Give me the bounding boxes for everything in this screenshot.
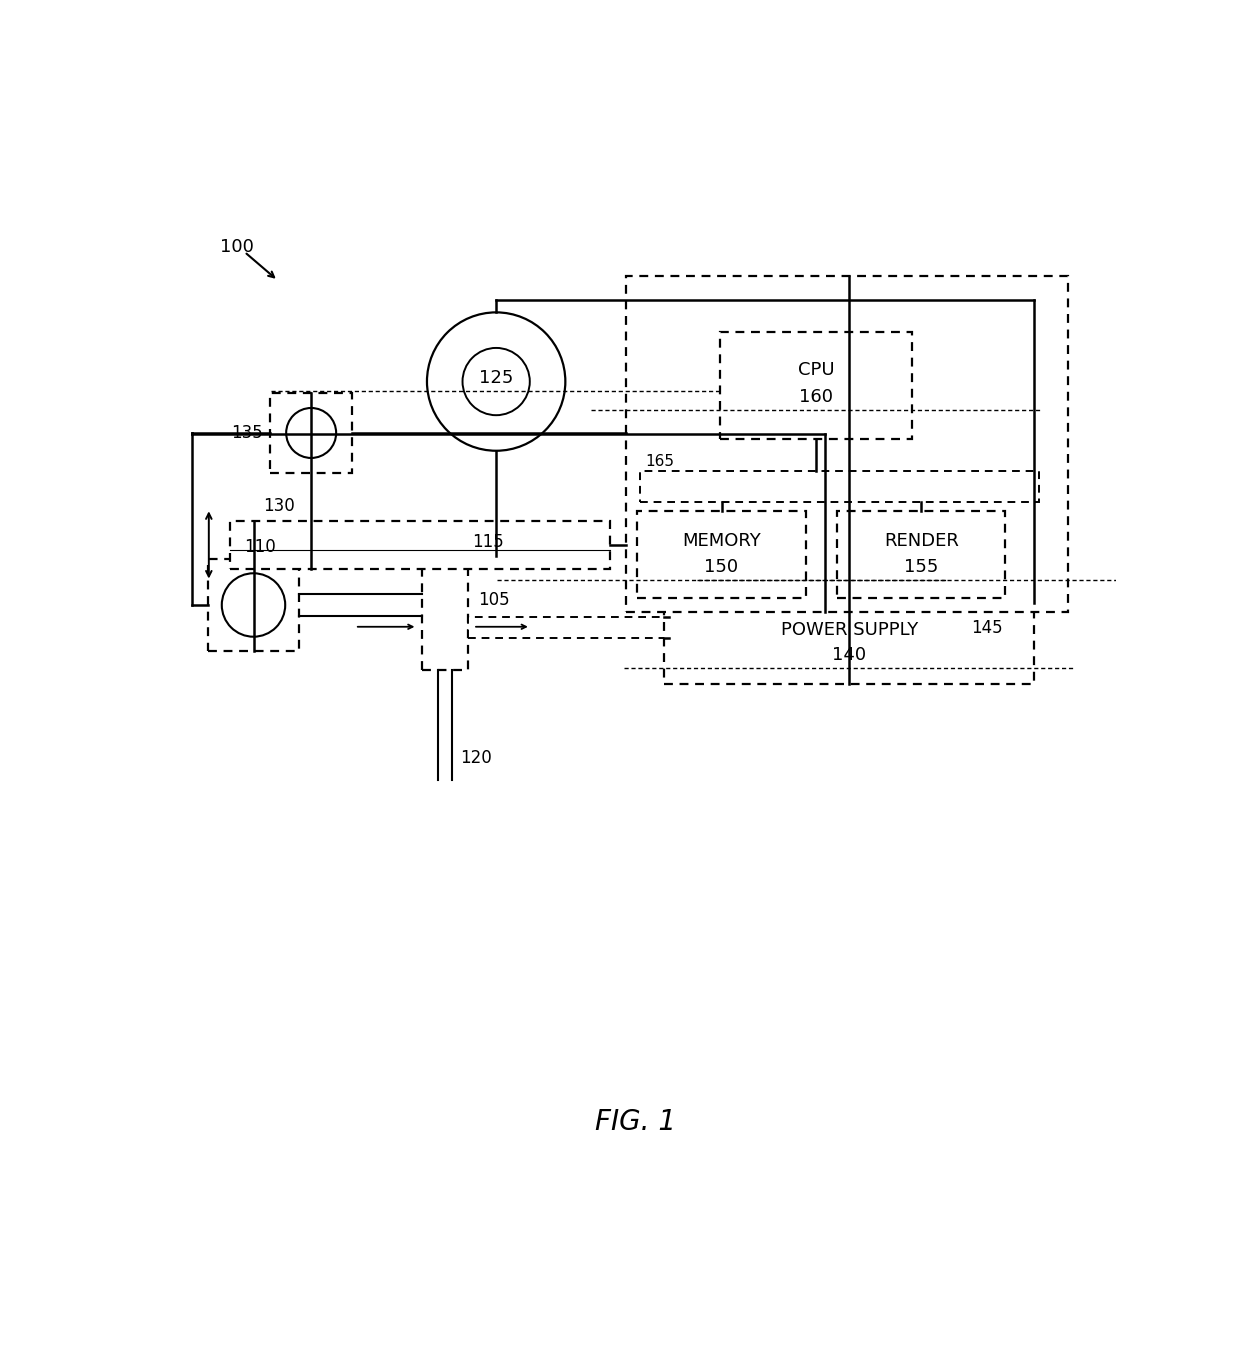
Text: 135: 135 — [231, 424, 263, 442]
Text: 120: 120 — [460, 749, 492, 767]
Text: 130: 130 — [264, 497, 295, 515]
Text: 145: 145 — [971, 619, 1002, 637]
Text: 150: 150 — [704, 558, 739, 576]
Text: 105: 105 — [477, 592, 510, 610]
Text: 100: 100 — [219, 238, 254, 256]
Text: FIG. 1: FIG. 1 — [595, 1107, 676, 1135]
Text: 165: 165 — [645, 454, 675, 469]
Text: 155: 155 — [904, 558, 939, 576]
Text: 125: 125 — [479, 369, 513, 386]
Bar — [665, 603, 1034, 684]
Bar — [229, 520, 610, 569]
Bar — [208, 560, 299, 650]
Text: 160: 160 — [799, 388, 833, 406]
Bar — [626, 276, 1068, 612]
Bar — [469, 617, 670, 638]
Text: 110: 110 — [244, 538, 275, 556]
Text: MEMORY: MEMORY — [682, 533, 761, 550]
Bar — [640, 472, 1039, 501]
Bar — [837, 511, 1006, 598]
Bar — [637, 511, 806, 598]
Bar — [270, 393, 352, 473]
Text: POWER SUPPLY: POWER SUPPLY — [781, 621, 918, 640]
Text: 115: 115 — [472, 533, 503, 551]
Bar — [422, 557, 469, 669]
Bar — [720, 332, 913, 439]
Text: RENDER: RENDER — [884, 533, 959, 550]
Text: CPU: CPU — [797, 360, 835, 379]
Text: 140: 140 — [832, 646, 867, 664]
